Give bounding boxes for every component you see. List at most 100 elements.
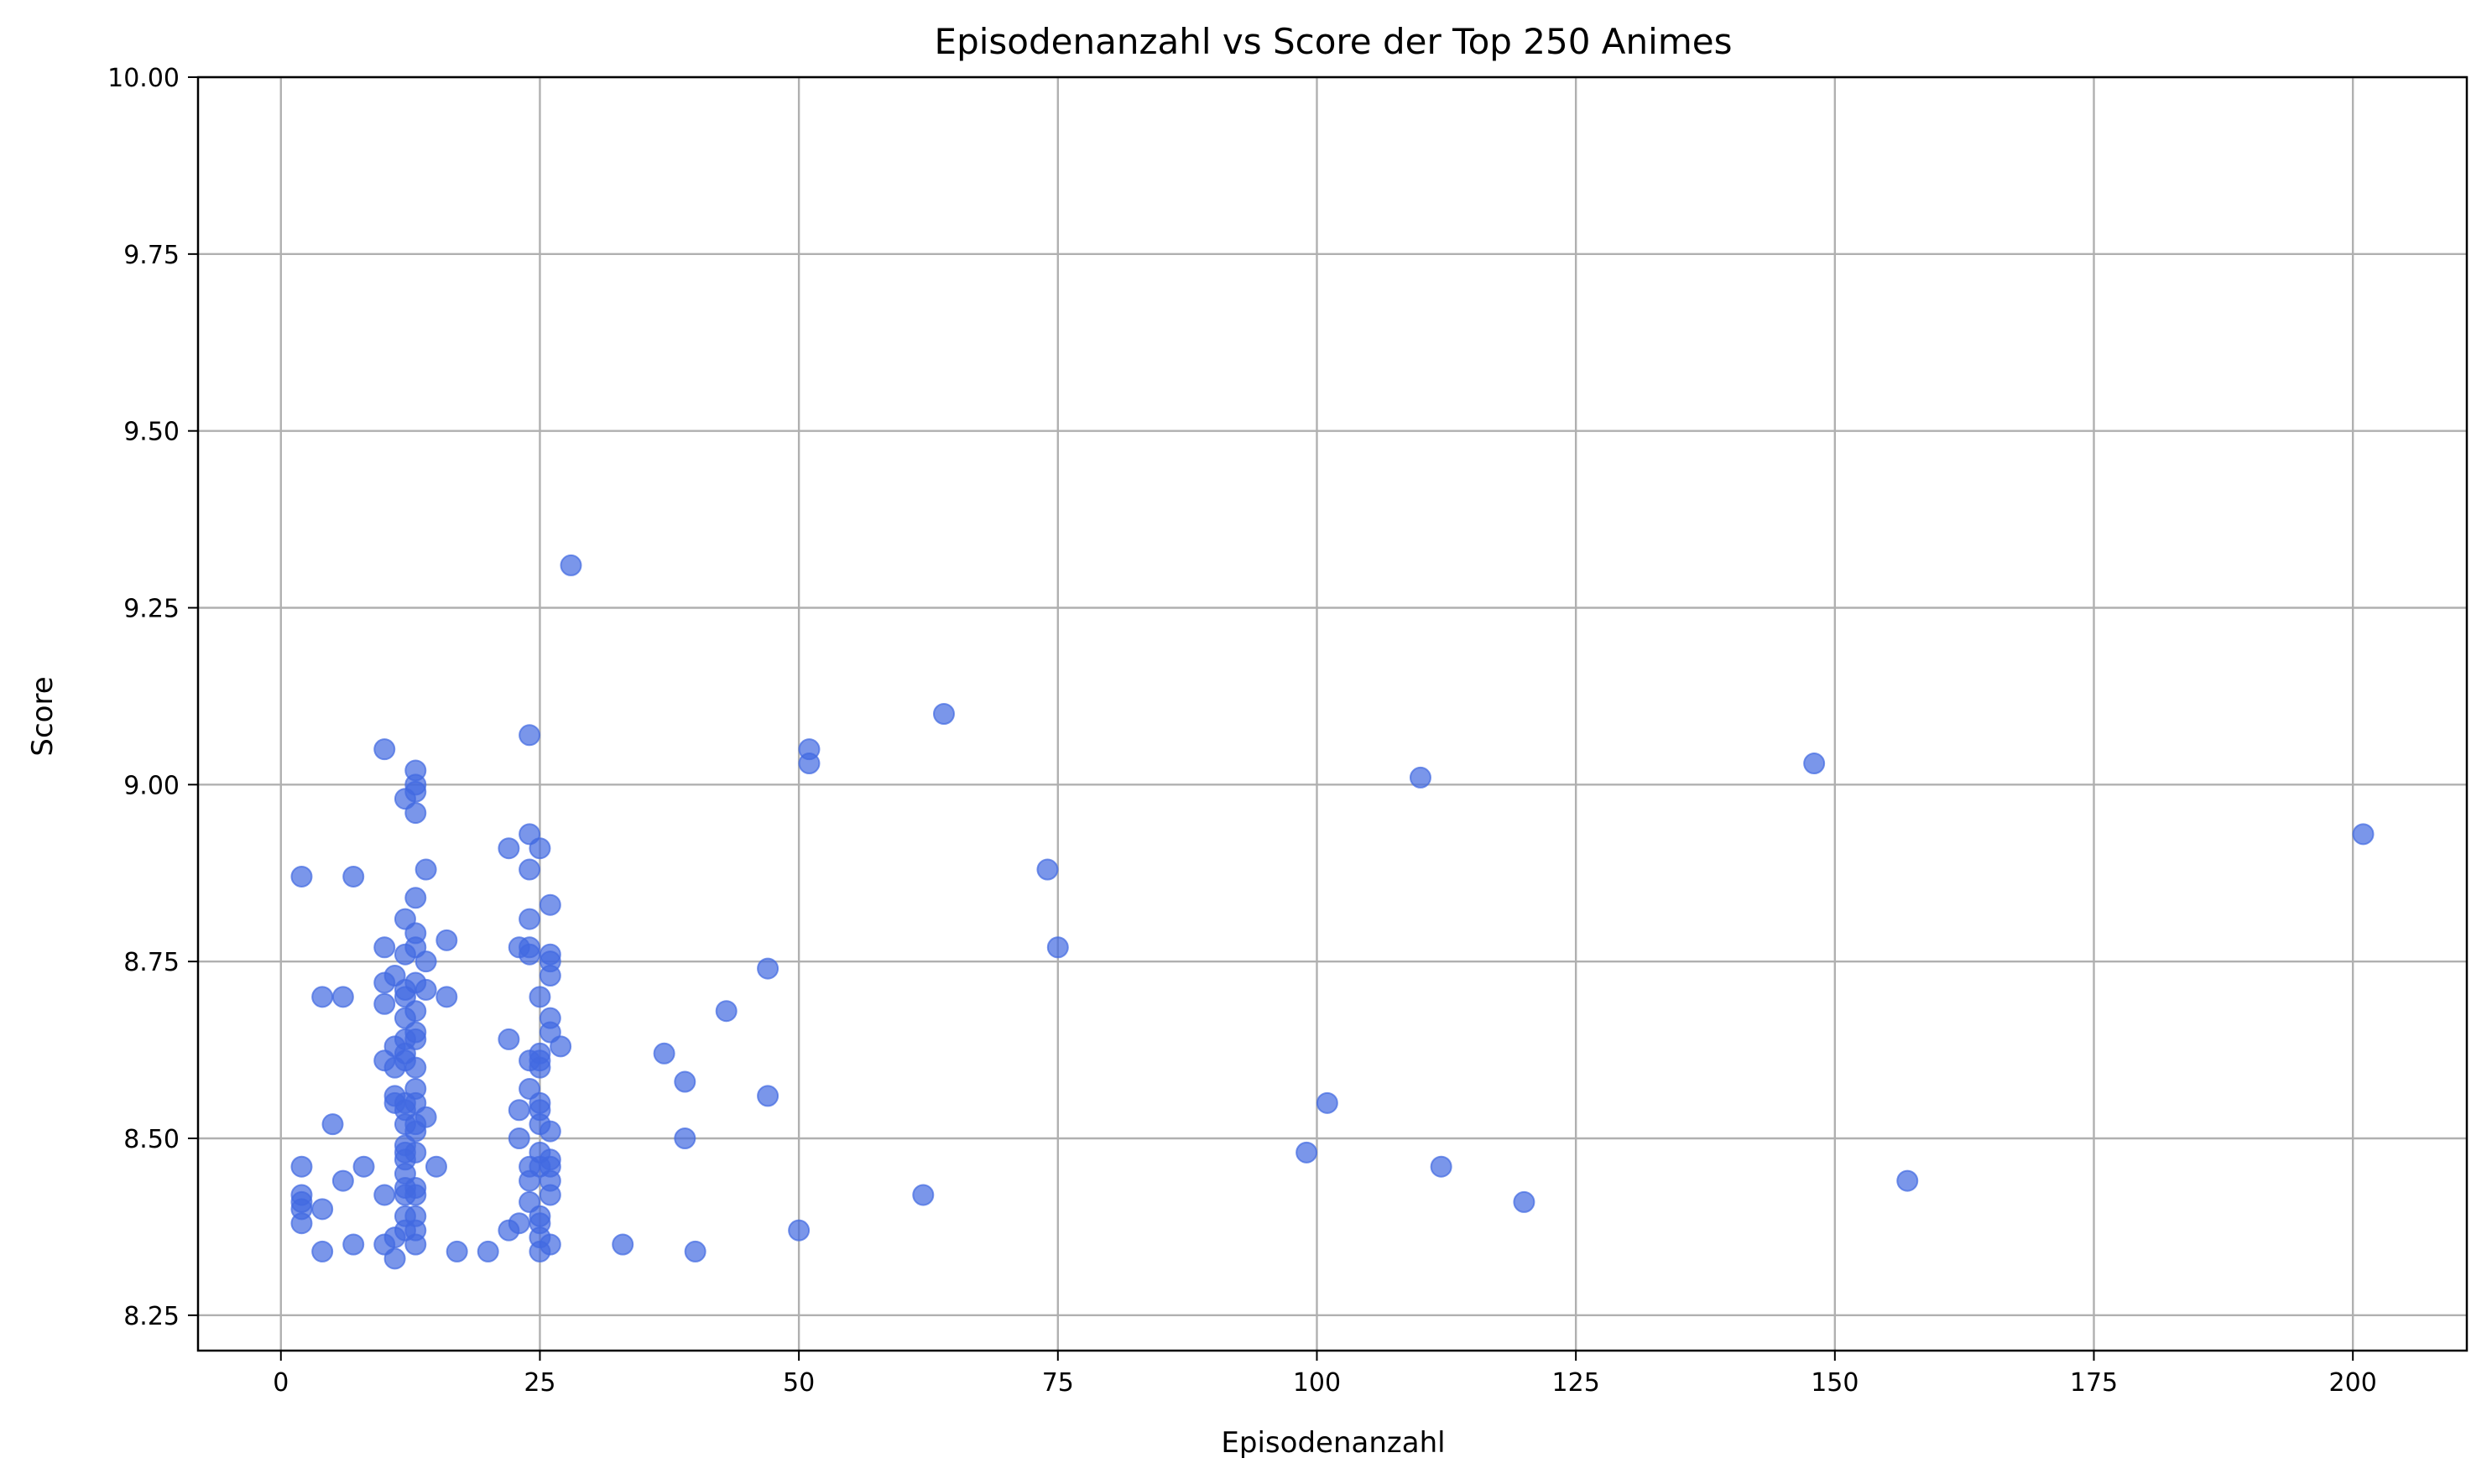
- scatter-point: [539, 893, 561, 916]
- scatter-point: [529, 1240, 551, 1263]
- x-tick-label: 0: [273, 1368, 289, 1398]
- y-axis: 8.25 8.50 8.75 9.00 9.25 9.50 9.75 10.00: [107, 64, 198, 1331]
- x-tick-label: 25: [524, 1368, 555, 1398]
- y-tick-label: 9.50: [123, 418, 180, 447]
- scatter-point: [404, 1233, 427, 1256]
- scatter-point: [290, 1155, 313, 1178]
- y-tick-label: 9.75: [123, 241, 180, 270]
- scatter-point: [290, 1212, 313, 1235]
- scatter-point: [290, 865, 313, 888]
- scatter-point: [498, 1219, 520, 1242]
- x-tick-label: 50: [783, 1368, 815, 1398]
- scatter-point: [1513, 1190, 1535, 1213]
- scatter-point: [404, 887, 427, 909]
- x-axis-label: Episodenanzahl: [1221, 1426, 1445, 1460]
- scatter-point: [311, 1240, 334, 1263]
- scatter-point: [1316, 1091, 1338, 1114]
- scatter-point: [1803, 752, 1826, 775]
- scatter-point: [519, 1169, 541, 1192]
- scatter-point: [435, 929, 458, 951]
- scatter-point: [373, 1184, 396, 1206]
- scatter-point: [342, 865, 365, 888]
- scatter-point: [519, 943, 541, 966]
- scatter-point: [498, 837, 520, 860]
- scatter-point: [684, 1240, 706, 1263]
- scatter-point: [539, 1120, 561, 1143]
- scatter-point: [674, 1127, 696, 1149]
- scatter-point: [311, 986, 334, 1008]
- scatter-point: [414, 978, 437, 1001]
- scatter-point: [1430, 1155, 1452, 1178]
- scatter-point: [373, 936, 396, 959]
- scatter-point: [757, 957, 779, 980]
- y-tick-label: 9.25: [123, 595, 180, 624]
- scatter-point: [404, 802, 427, 825]
- scatter-point: [394, 943, 416, 966]
- x-tick-label: 100: [1293, 1368, 1341, 1398]
- scatter-point: [798, 752, 821, 775]
- scatter-point: [1046, 936, 1069, 959]
- scatter-point: [446, 1240, 468, 1263]
- scatter-point: [932, 703, 955, 725]
- scatter-point: [321, 1113, 344, 1136]
- scatter-point: [912, 1184, 935, 1206]
- y-tick-label: 10.00: [107, 64, 180, 93]
- scatter-point: [331, 1169, 354, 1192]
- scatter-point: [612, 1233, 634, 1256]
- data-points: [290, 554, 2375, 1270]
- scatter-point: [373, 738, 396, 761]
- scatter-point: [519, 858, 541, 881]
- scatter-point: [529, 986, 551, 1008]
- scatter-point: [1296, 1141, 1318, 1164]
- scatter-point: [373, 971, 396, 994]
- scatter-point: [560, 554, 582, 576]
- scatter-point: [373, 992, 396, 1015]
- x-axis: 0 25 50 75 100 125 150 175 200: [273, 1351, 2377, 1398]
- y-axis-label: Score: [26, 676, 60, 756]
- scatter-point: [715, 1000, 738, 1023]
- x-tick-label: 125: [1552, 1368, 1600, 1398]
- x-tick-label: 175: [2070, 1368, 2118, 1398]
- scatter-point: [674, 1070, 696, 1093]
- scatter-point: [788, 1219, 811, 1242]
- scatter-point: [508, 1099, 530, 1122]
- scatter-point: [414, 950, 437, 973]
- scatter-point: [352, 1155, 375, 1178]
- scatter-point: [435, 986, 458, 1008]
- scatter-point: [529, 837, 551, 860]
- scatter-point: [331, 986, 354, 1008]
- scatter-point: [519, 908, 541, 930]
- scatter-point: [508, 1127, 530, 1149]
- scatter-point: [414, 858, 437, 881]
- y-tick-label: 8.50: [123, 1125, 180, 1154]
- scatter-point: [498, 1028, 520, 1050]
- scatter-point: [539, 965, 561, 987]
- scatter-point: [529, 1056, 551, 1079]
- scatter-point: [425, 1155, 447, 1178]
- x-tick-label: 150: [1811, 1368, 1859, 1398]
- x-tick-label: 200: [2329, 1368, 2377, 1398]
- scatter-point: [1036, 858, 1059, 881]
- y-tick-label: 9.00: [123, 771, 180, 800]
- chart-title: Episodenanzahl vs Score der Top 250 Anim…: [935, 21, 1733, 62]
- scatter-point: [311, 1198, 334, 1221]
- y-tick-label: 8.75: [123, 948, 180, 977]
- scatter-point: [550, 1035, 572, 1058]
- scatter-point: [519, 724, 541, 747]
- x-tick-label: 75: [1042, 1368, 1074, 1398]
- scatter-point: [404, 1184, 427, 1206]
- scatter-point: [653, 1042, 675, 1065]
- scatter-point: [757, 1085, 779, 1107]
- scatter-point: [404, 1056, 427, 1079]
- scatter-point: [2352, 823, 2375, 846]
- scatter-point: [342, 1233, 365, 1256]
- y-tick-label: 8.25: [123, 1302, 180, 1331]
- scatter-point: [539, 1184, 561, 1206]
- scatter-point: [383, 1056, 406, 1079]
- scatter-point: [383, 1247, 406, 1270]
- scatter-point: [1896, 1169, 1919, 1192]
- scatter-point: [477, 1240, 499, 1263]
- plot-frame: [196, 76, 2469, 1352]
